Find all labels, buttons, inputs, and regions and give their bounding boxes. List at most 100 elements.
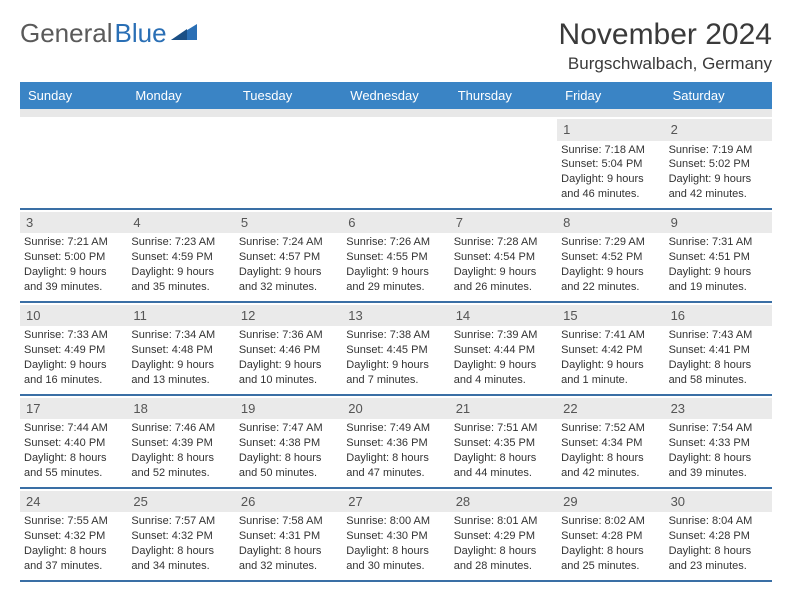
day-number: 22 <box>557 398 664 420</box>
calendar-day: 12Sunrise: 7:36 AMSunset: 4:46 PMDayligh… <box>235 303 342 394</box>
calendar-day: 26Sunrise: 7:58 AMSunset: 4:31 PMDayligh… <box>235 489 342 580</box>
sunrise-line: Sunrise: 7:39 AM <box>454 328 553 343</box>
day-number: 23 <box>665 398 772 420</box>
daylight-line: Daylight: 8 hours and 44 minutes. <box>454 451 553 481</box>
sunset-line: Sunset: 4:45 PM <box>346 343 445 358</box>
sunset-line: Sunset: 5:00 PM <box>24 250 123 265</box>
sunrise-line: Sunrise: 7:38 AM <box>346 328 445 343</box>
daylight-line: Daylight: 9 hours and 42 minutes. <box>669 172 768 202</box>
daylight-line: Daylight: 8 hours and 32 minutes. <box>239 544 338 574</box>
sunrise-line: Sunrise: 7:36 AM <box>239 328 338 343</box>
sunset-line: Sunset: 4:41 PM <box>669 343 768 358</box>
sunrise-line: Sunrise: 7:52 AM <box>561 421 660 436</box>
sunset-line: Sunset: 4:30 PM <box>346 529 445 544</box>
daylight-line: Daylight: 9 hours and 26 minutes. <box>454 265 553 295</box>
sunrise-line: Sunrise: 7:46 AM <box>131 421 230 436</box>
header-sub-row <box>342 109 449 117</box>
calendar-day: 24Sunrise: 7:55 AMSunset: 4:32 PMDayligh… <box>20 489 127 580</box>
calendar-day: 11Sunrise: 7:34 AMSunset: 4:48 PMDayligh… <box>127 303 234 394</box>
daylight-line: Daylight: 9 hours and 29 minutes. <box>346 265 445 295</box>
daylight-line: Daylight: 9 hours and 4 minutes. <box>454 358 553 388</box>
daylight-line: Daylight: 8 hours and 25 minutes. <box>561 544 660 574</box>
daylight-line: Daylight: 8 hours and 52 minutes. <box>131 451 230 481</box>
sunset-line: Sunset: 4:32 PM <box>131 529 230 544</box>
calendar-day: 7Sunrise: 7:28 AMSunset: 4:54 PMDaylight… <box>450 210 557 301</box>
sunrise-line: Sunrise: 7:26 AM <box>346 235 445 250</box>
logo-triangle-icon <box>171 22 197 40</box>
calendar-empty <box>127 117 234 208</box>
daylight-line: Daylight: 8 hours and 23 minutes. <box>669 544 768 574</box>
day-number: 17 <box>20 398 127 420</box>
sunrise-line: Sunrise: 7:43 AM <box>669 328 768 343</box>
calendar-day: 5Sunrise: 7:24 AMSunset: 4:57 PMDaylight… <box>235 210 342 301</box>
daylight-line: Daylight: 9 hours and 1 minute. <box>561 358 660 388</box>
day-header: Tuesday <box>235 82 342 109</box>
day-number: 3 <box>20 212 127 234</box>
day-header: Monday <box>127 82 234 109</box>
calendar-day: 3Sunrise: 7:21 AMSunset: 5:00 PMDaylight… <box>20 210 127 301</box>
sunrise-line: Sunrise: 7:31 AM <box>669 235 768 250</box>
calendar-day: 20Sunrise: 7:49 AMSunset: 4:36 PMDayligh… <box>342 396 449 487</box>
day-number: 12 <box>235 305 342 327</box>
sunset-line: Sunset: 4:46 PM <box>239 343 338 358</box>
daylight-line: Daylight: 8 hours and 42 minutes. <box>561 451 660 481</box>
sunset-line: Sunset: 4:34 PM <box>561 436 660 451</box>
sunrise-line: Sunrise: 7:21 AM <box>24 235 123 250</box>
week-divider <box>20 580 772 582</box>
header-sub-row <box>557 109 664 117</box>
sunrise-line: Sunrise: 7:57 AM <box>131 514 230 529</box>
sunrise-line: Sunrise: 7:41 AM <box>561 328 660 343</box>
sunset-line: Sunset: 4:29 PM <box>454 529 553 544</box>
daylight-line: Daylight: 9 hours and 19 minutes. <box>669 265 768 295</box>
day-number: 28 <box>450 491 557 513</box>
calendar-grid: SundayMondayTuesdayWednesdayThursdayFrid… <box>20 82 772 582</box>
sunset-line: Sunset: 4:49 PM <box>24 343 123 358</box>
day-number: 10 <box>20 305 127 327</box>
calendar-day: 9Sunrise: 7:31 AMSunset: 4:51 PMDaylight… <box>665 210 772 301</box>
calendar-day: 17Sunrise: 7:44 AMSunset: 4:40 PMDayligh… <box>20 396 127 487</box>
sunrise-line: Sunrise: 7:18 AM <box>561 143 660 158</box>
logo-text-general: General <box>20 18 113 49</box>
calendar-empty <box>450 117 557 208</box>
calendar-day: 2Sunrise: 7:19 AMSunset: 5:02 PMDaylight… <box>665 117 772 208</box>
daylight-line: Daylight: 9 hours and 7 minutes. <box>346 358 445 388</box>
daylight-line: Daylight: 8 hours and 30 minutes. <box>346 544 445 574</box>
day-number: 5 <box>235 212 342 234</box>
calendar-empty <box>342 117 449 208</box>
daylight-line: Daylight: 8 hours and 47 minutes. <box>346 451 445 481</box>
sunrise-line: Sunrise: 8:01 AM <box>454 514 553 529</box>
day-number: 11 <box>127 305 234 327</box>
sunrise-line: Sunrise: 7:28 AM <box>454 235 553 250</box>
sunset-line: Sunset: 4:31 PM <box>239 529 338 544</box>
daylight-line: Daylight: 8 hours and 50 minutes. <box>239 451 338 481</box>
sunrise-line: Sunrise: 8:04 AM <box>669 514 768 529</box>
calendar-day: 4Sunrise: 7:23 AMSunset: 4:59 PMDaylight… <box>127 210 234 301</box>
day-number: 13 <box>342 305 449 327</box>
sunrise-line: Sunrise: 8:00 AM <box>346 514 445 529</box>
calendar-empty <box>20 117 127 208</box>
sunrise-line: Sunrise: 7:47 AM <box>239 421 338 436</box>
sunset-line: Sunset: 4:59 PM <box>131 250 230 265</box>
sunset-line: Sunset: 4:38 PM <box>239 436 338 451</box>
calendar-day: 22Sunrise: 7:52 AMSunset: 4:34 PMDayligh… <box>557 396 664 487</box>
sunrise-line: Sunrise: 7:34 AM <box>131 328 230 343</box>
day-number: 14 <box>450 305 557 327</box>
header-sub-row <box>20 109 127 117</box>
daylight-line: Daylight: 8 hours and 58 minutes. <box>669 358 768 388</box>
location: Burgschwalbach, Germany <box>559 54 772 74</box>
title-block: November 2024 Burgschwalbach, Germany <box>559 18 772 74</box>
day-number: 18 <box>127 398 234 420</box>
calendar-day: 14Sunrise: 7:39 AMSunset: 4:44 PMDayligh… <box>450 303 557 394</box>
month-title: November 2024 <box>559 18 772 52</box>
sunrise-line: Sunrise: 7:19 AM <box>669 143 768 158</box>
sunrise-line: Sunrise: 8:02 AM <box>561 514 660 529</box>
sunset-line: Sunset: 4:42 PM <box>561 343 660 358</box>
calendar-day: 15Sunrise: 7:41 AMSunset: 4:42 PMDayligh… <box>557 303 664 394</box>
daylight-line: Daylight: 9 hours and 16 minutes. <box>24 358 123 388</box>
calendar-day: 8Sunrise: 7:29 AMSunset: 4:52 PMDaylight… <box>557 210 664 301</box>
day-header: Sunday <box>20 82 127 109</box>
day-number: 6 <box>342 212 449 234</box>
day-number: 27 <box>342 491 449 513</box>
sunrise-line: Sunrise: 7:55 AM <box>24 514 123 529</box>
sunrise-line: Sunrise: 7:51 AM <box>454 421 553 436</box>
